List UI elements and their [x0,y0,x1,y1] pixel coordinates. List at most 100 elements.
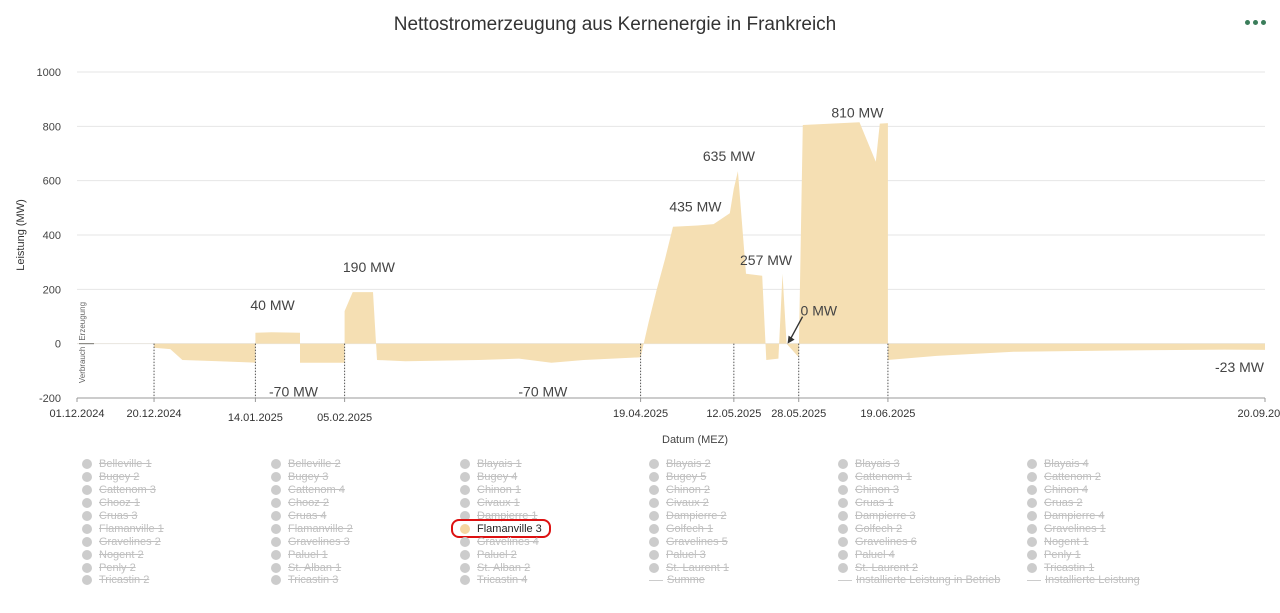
legend-dot-icon [271,575,281,586]
legend-dot-icon [649,549,659,560]
legend-item[interactable]: Gravelines 1 [1027,522,1216,535]
legend-item[interactable]: Cruas 1 [838,497,1027,510]
legend-dot-icon [1027,511,1037,521]
legend-item[interactable]: Penly 1 [1027,548,1216,561]
legend-item[interactable]: Nogent 1 [1027,535,1216,548]
legend-item[interactable]: Bugey 4 [460,471,649,484]
legend-item[interactable]: Gravelines 2 [82,535,271,548]
legend-item[interactable]: Gravelines 4 [460,535,649,548]
legend-item[interactable]: Dampierre 3 [838,510,1027,523]
legend-item[interactable]: Chooz 1 [82,497,271,510]
legend-item-label: Dampierre 3 [855,510,916,522]
legend-item[interactable]: Blayais 4 [1027,458,1216,471]
legend-item[interactable]: Blayais 2 [649,458,838,471]
legend-item[interactable]: Cattenom 2 [1027,471,1216,484]
legend-item[interactable]: Paluel 3 [649,548,838,561]
legend-item[interactable]: Tricastin 1 [1027,561,1216,574]
legend-item[interactable]: Chinon 1 [460,484,649,497]
legend-item[interactable]: St. Laurent 2 [838,561,1027,574]
legend-item[interactable]: Tricastin 2 [82,574,271,587]
x-axis-label: Datum (MEZ) [662,434,728,446]
legend-item[interactable]: Paluel 4 [838,548,1027,561]
legend-item[interactable]: Gravelines 3 [271,535,460,548]
legend-item[interactable]: Cruas 4 [271,510,460,523]
legend-item[interactable]: Flamanville 2 [271,522,460,535]
legend-item-label: Blayais 3 [855,458,900,471]
legend-item[interactable]: St. Alban 1 [271,561,460,574]
legend-item[interactable]: Gravelines 5 [649,535,838,548]
legend-item[interactable]: Installierte Leistung in Betrieb [838,574,1027,587]
legend-item-label: Blayais 2 [666,458,711,471]
legend-item[interactable]: Blayais 1 [460,458,649,471]
legend-item[interactable]: Installierte Leistung [1027,574,1216,587]
legend-dot-icon [82,536,92,547]
legend-item[interactable]: Cattenom 3 [82,484,271,497]
legend-dot-icon [1027,562,1037,573]
legend-item[interactable]: Bugey 2 [82,471,271,484]
legend-item[interactable]: Dampierre 2 [649,510,838,523]
legend-item[interactable]: Chinon 3 [838,484,1027,497]
legend-dot-icon [271,536,281,547]
legend-item[interactable]: Dampierre 1 [460,510,649,523]
legend-item-label: Dampierre 2 [666,510,727,522]
x-tick-label: 12.05.2025 [706,408,761,420]
legend-item-label: Cruas 1 [855,497,894,510]
legend-dot-icon [82,549,92,560]
legend-item[interactable]: Penly 2 [82,561,271,574]
zero-label-above: Erzeugung [78,302,87,341]
legend-item-label: Bugey 4 [477,471,518,484]
x-tick-label: 20.09.2025 [1237,408,1280,420]
annotation-label: 635 MW [703,148,756,164]
legend-dot-icon [838,485,848,496]
legend-item[interactable]: Blayais 3 [838,458,1027,471]
legend-dot-icon [649,459,659,470]
legend-dot-icon [649,498,659,509]
legend-item[interactable]: Paluel 2 [460,548,649,561]
legend-item[interactable]: Flamanville 3 [451,519,551,539]
legend-item[interactable]: Bugey 5 [649,471,838,484]
legend-dot-icon [460,459,470,470]
legend-item[interactable]: Belleville 2 [271,458,460,471]
legend-dot-icon [460,511,470,521]
legend-dot-icon [82,562,92,573]
legend-item-label: Chooz 1 [99,497,140,510]
legend-item[interactable]: Cruas 2 [1027,497,1216,510]
legend-item[interactable]: Golfech 1 [649,522,838,535]
legend-item[interactable]: Summe [649,574,838,587]
legend-item[interactable]: Cruas 3 [82,510,271,523]
annotation-label: 0 MW [801,303,838,319]
legend-item[interactable]: Gravelines 6 [838,535,1027,548]
y-tick-label: 1000 [37,67,61,79]
legend-item-label: Tricastin 4 [477,574,528,587]
legend-item-label: Tricastin 1 [1044,561,1095,574]
legend-item[interactable]: Civaux 1 [460,497,649,510]
legend-item[interactable]: Tricastin 3 [271,574,460,587]
legend-item-label: Flamanville 1 [99,522,164,535]
legend-item[interactable]: Chooz 2 [271,497,460,510]
legend-item[interactable]: Cattenom 4 [271,484,460,497]
legend-item[interactable]: Nogent 2 [82,548,271,561]
legend-item[interactable]: Chinon 2 [649,484,838,497]
legend-item[interactable]: Flamanville 1 [82,522,271,535]
legend-item-label: Blayais 4 [1044,458,1089,471]
legend-item-label: Paluel 1 [288,548,328,561]
legend-item-label: Chinon 1 [477,484,522,497]
legend-item[interactable]: Dampierre 4 [1027,510,1216,523]
legend-item-label: Cattenom 2 [1044,471,1101,484]
legend-item-label: Dampierre 1 [477,510,538,522]
legend-item[interactable]: Belleville 1 [82,458,271,471]
legend-item[interactable]: St. Alban 2 [460,561,649,574]
legend-item[interactable]: Civaux 2 [649,497,838,510]
legend-dot-icon [838,459,848,470]
legend-item[interactable]: Tricastin 4 [460,574,649,587]
legend-item[interactable]: Paluel 1 [271,548,460,561]
legend-item-label: Gravelines 1 [1044,522,1106,535]
legend-item[interactable]: Golfech 2 [838,522,1027,535]
x-tick-label: 20.12.2024 [127,408,182,420]
legend-item[interactable]: Bugey 3 [271,471,460,484]
more-dots-icon[interactable] [1245,20,1266,25]
legend-item[interactable]: Chinon 4 [1027,484,1216,497]
legend-item[interactable]: Cattenom 1 [838,471,1027,484]
y-tick-label: 800 [43,121,61,133]
legend-item[interactable]: St. Laurent 1 [649,561,838,574]
